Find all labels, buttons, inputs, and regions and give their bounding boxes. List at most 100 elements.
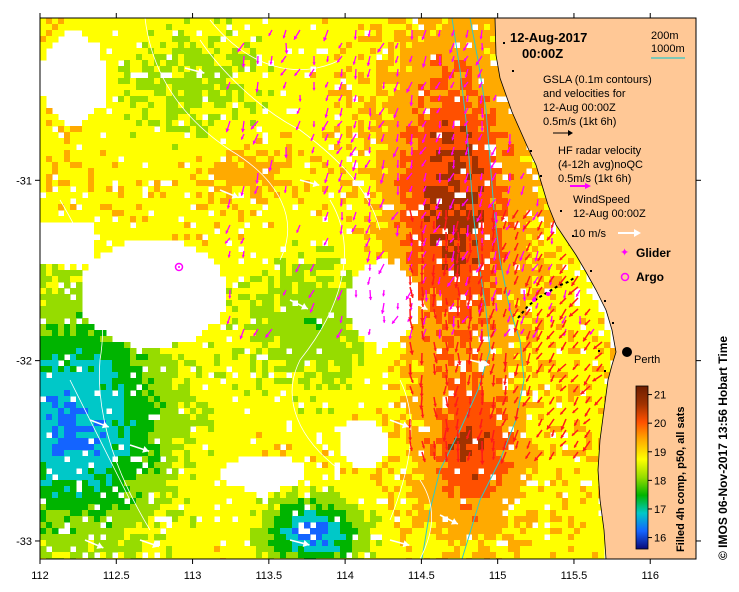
sst-cell <box>478 114 485 121</box>
sst-cell <box>106 216 113 223</box>
sst-cell <box>202 222 209 229</box>
sst-cell <box>502 114 509 121</box>
sst-cell <box>148 102 155 109</box>
sst-cell <box>196 24 203 31</box>
sst-cell <box>298 192 305 199</box>
sst-cell <box>310 48 317 55</box>
sst-cell <box>226 372 233 379</box>
sst-cell <box>358 24 365 31</box>
sst-cell <box>268 384 275 391</box>
sst-cell <box>580 408 587 415</box>
sst-cell <box>166 24 173 31</box>
sst-cell <box>40 408 47 415</box>
sst-cell <box>490 270 497 277</box>
sst-cell <box>262 90 269 97</box>
sst-cell <box>322 258 329 265</box>
sst-cell <box>124 60 131 67</box>
sst-cell <box>232 288 239 295</box>
sst-cell <box>106 186 113 193</box>
sst-cell <box>286 234 293 241</box>
sst-cell <box>526 198 533 205</box>
sst-cell <box>304 318 311 325</box>
sst-cell <box>136 90 143 97</box>
sst-cell <box>178 72 185 79</box>
sst-cell <box>280 378 287 385</box>
sst-cell <box>460 84 467 91</box>
sst-cell <box>406 162 413 169</box>
sst-cell <box>340 54 347 61</box>
sst-cell <box>172 354 179 361</box>
sst-cell <box>346 192 353 199</box>
sst-cell <box>244 204 251 211</box>
sst-cell <box>334 90 341 97</box>
sst-cell <box>562 300 569 307</box>
sst-cell <box>442 150 449 157</box>
sst-cell <box>244 396 251 403</box>
sst-cell <box>376 222 383 229</box>
sst-cell <box>106 228 113 235</box>
sst-cell <box>472 192 479 199</box>
sst-cell <box>430 198 437 205</box>
sst-cell <box>484 246 491 253</box>
sst-cell <box>322 408 329 415</box>
sst-cell <box>466 330 473 337</box>
sst-cell <box>490 390 497 397</box>
sst-cell <box>466 384 473 391</box>
sst-cell <box>160 426 167 433</box>
sst-cell <box>454 294 461 301</box>
sst-cell <box>238 324 245 331</box>
sst-cell <box>346 342 353 349</box>
sst-cell <box>196 102 203 109</box>
sst-cell <box>316 114 323 121</box>
sst-cell <box>364 132 371 139</box>
sst-cell <box>166 396 173 403</box>
sst-cell <box>112 342 119 349</box>
sst-cell <box>406 240 413 247</box>
sst-cell <box>544 408 551 415</box>
sst-cell <box>448 408 455 415</box>
sst-cell <box>130 234 137 241</box>
sst-cell <box>130 60 137 67</box>
sst-cell <box>136 30 143 37</box>
sst-cell <box>118 186 125 193</box>
sst-cell <box>286 396 293 403</box>
sst-cell <box>100 108 107 115</box>
sst-cell <box>400 258 407 265</box>
sst-cell <box>442 42 449 49</box>
sst-cell <box>562 324 569 331</box>
sst-cell <box>154 90 161 97</box>
sst-cell <box>142 432 149 439</box>
sst-cell <box>442 282 449 289</box>
sst-cell <box>322 252 329 259</box>
sst-cell <box>466 60 473 67</box>
sst-cell <box>58 294 65 301</box>
sst-cell <box>292 180 299 187</box>
sst-cell <box>46 360 53 367</box>
sst-cell <box>424 72 431 79</box>
sst-cell <box>556 396 563 403</box>
sst-cell <box>490 366 497 373</box>
sst-cell <box>172 48 179 55</box>
sst-cell <box>388 102 395 109</box>
sst-cell <box>424 228 431 235</box>
sst-cell <box>274 288 281 295</box>
sst-cell <box>82 144 89 151</box>
sst-cell <box>178 186 185 193</box>
sst-cell <box>382 150 389 157</box>
sst-cell <box>412 264 419 271</box>
sst-cell <box>424 48 431 55</box>
sst-cell <box>136 216 143 223</box>
sst-cell <box>358 150 365 157</box>
sst-cell <box>400 372 407 379</box>
sst-cell <box>130 132 137 139</box>
sst-cell <box>268 324 275 331</box>
sst-cell <box>112 228 119 235</box>
sst-cell <box>484 90 491 97</box>
sst-cell <box>70 150 77 157</box>
sst-cell <box>376 192 383 199</box>
sst-cell <box>166 222 173 229</box>
sst-cell <box>220 132 227 139</box>
sst-cell <box>370 228 377 235</box>
sst-cell <box>388 378 395 385</box>
sst-cell <box>340 414 347 421</box>
